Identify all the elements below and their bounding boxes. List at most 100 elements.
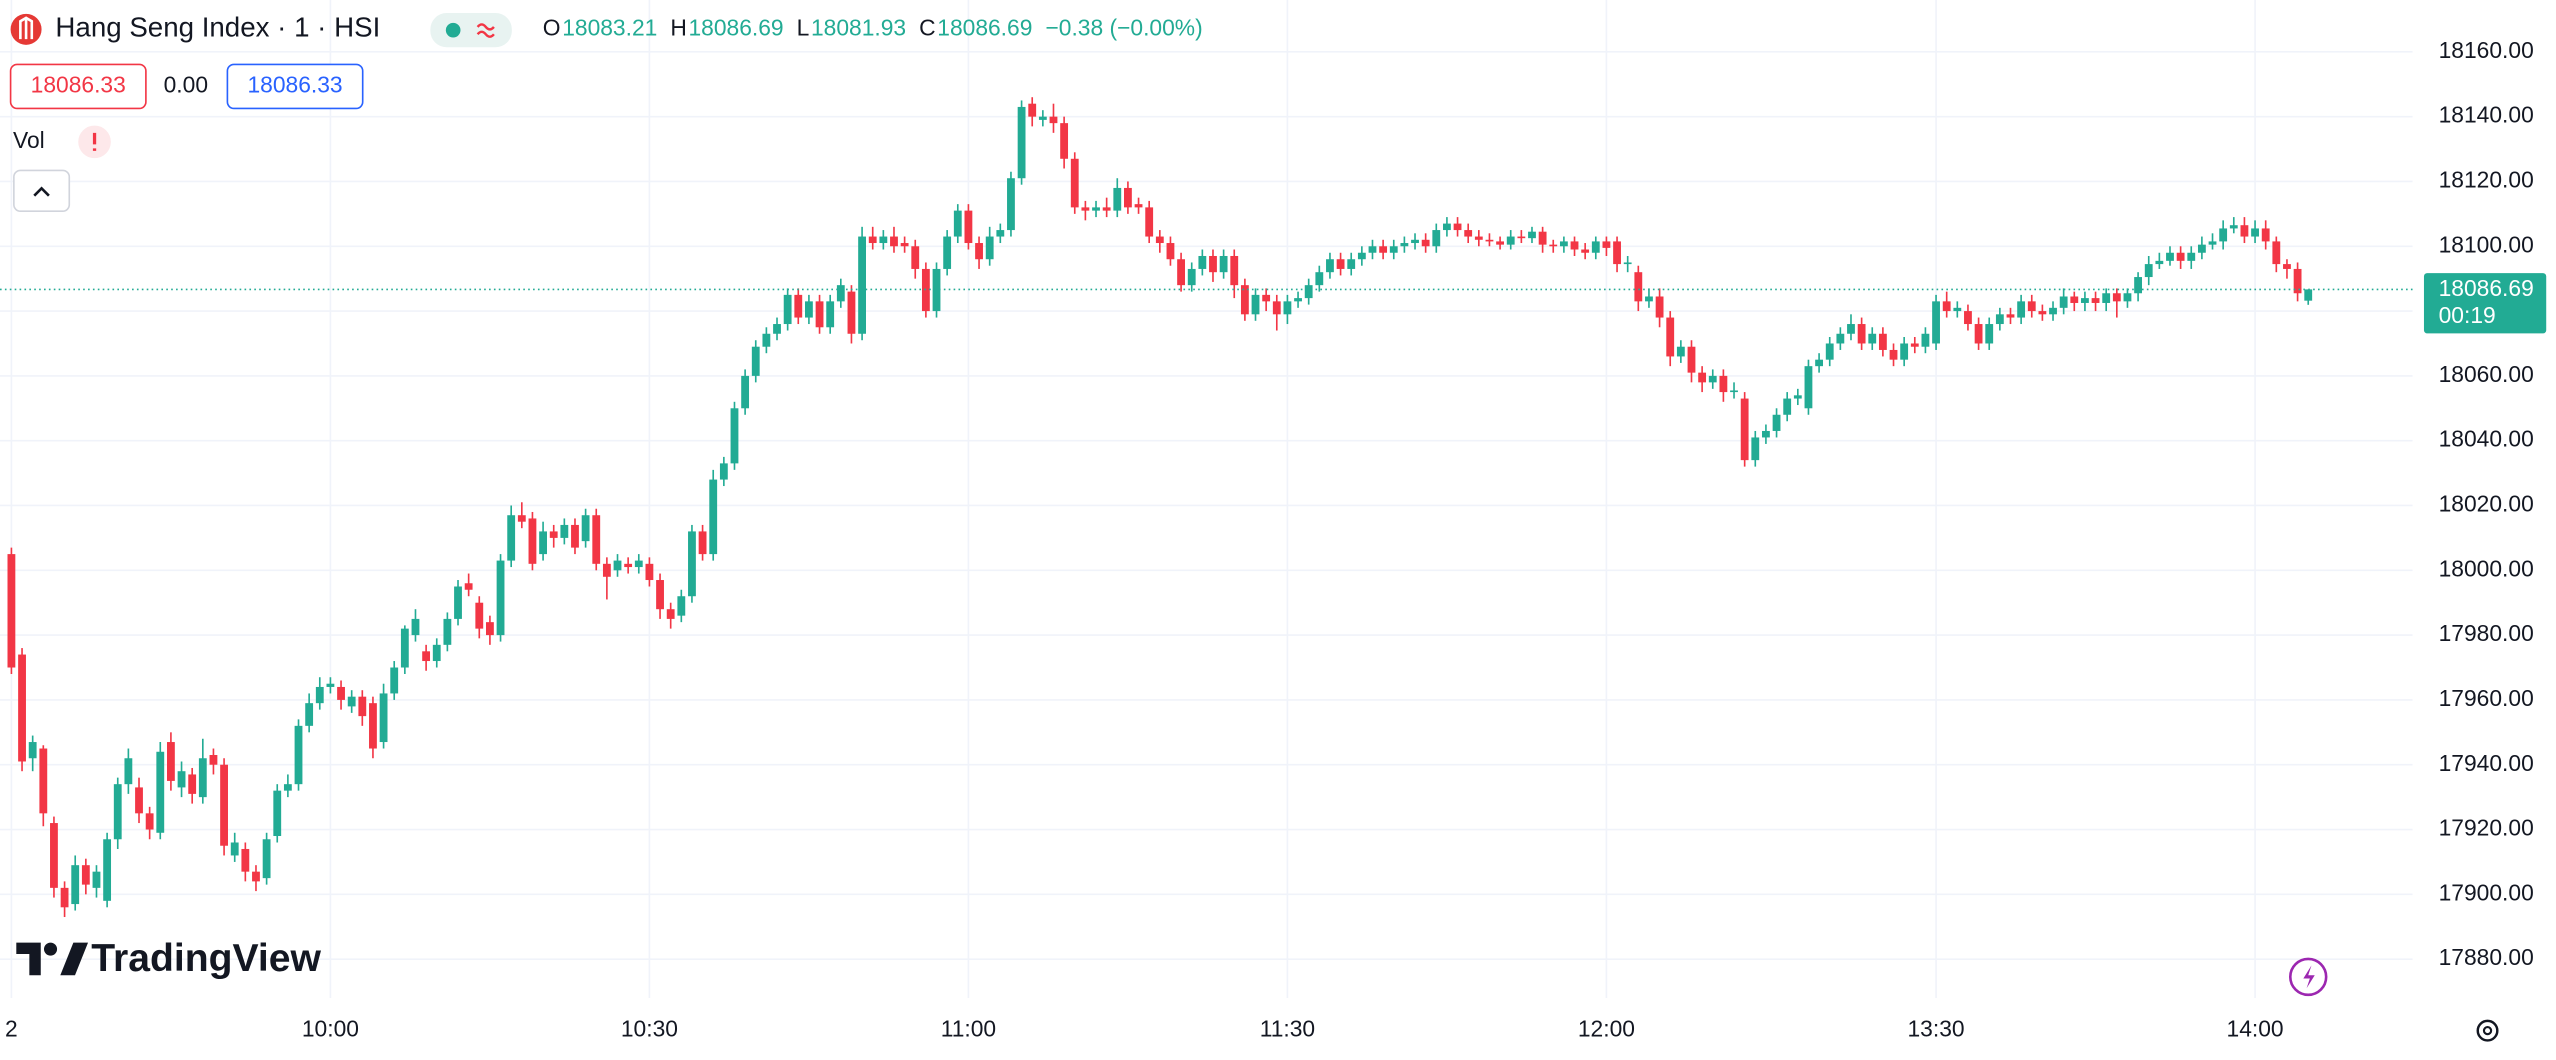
candle-body — [815, 301, 824, 328]
candle-body — [1645, 296, 1653, 302]
candle-body — [7, 554, 16, 668]
candle-body — [1474, 236, 1483, 240]
candle-body — [2049, 307, 2057, 315]
settings-button[interactable] — [2476, 1019, 2499, 1042]
y-tick-label: 18100.00 — [2439, 231, 2534, 257]
candle-body — [751, 346, 760, 376]
candle-body — [2070, 296, 2079, 303]
candle-body — [698, 531, 707, 555]
candle-body — [2081, 298, 2089, 303]
candle-body — [432, 644, 441, 662]
plot-layer — [0, 97, 2413, 918]
candle-body — [1613, 241, 1621, 265]
candle-body — [358, 696, 367, 717]
candle-body — [1964, 311, 1972, 325]
lightning-glyph — [2303, 965, 2315, 989]
candle-body — [1177, 259, 1185, 286]
candle-body — [2197, 244, 2206, 253]
candle-body — [1687, 346, 1696, 373]
candle-body — [315, 686, 324, 704]
candle-body — [177, 771, 186, 788]
candle-body — [688, 531, 696, 597]
candle-body — [475, 602, 484, 629]
x-tick-label: 11:00 — [941, 1016, 996, 1042]
candle-body — [166, 742, 175, 781]
candle-body — [709, 479, 718, 555]
logo-mark-dot — [44, 942, 58, 956]
price-badge-countdown: 00:19 — [2439, 302, 2496, 328]
y-tick-label: 17960.00 — [2439, 685, 2534, 711]
candle-body — [1124, 187, 1132, 208]
candle-body — [1995, 314, 2004, 325]
candle-body — [1007, 178, 1015, 231]
candle-body — [613, 560, 622, 571]
candle-body — [868, 236, 877, 244]
candle-body — [1623, 262, 1632, 265]
candle-body — [1974, 324, 1983, 344]
candle-body — [1910, 343, 1919, 347]
ohlc-label: C — [919, 14, 935, 40]
candle-body — [1038, 116, 1047, 120]
candle-body — [2240, 225, 2249, 237]
candle-body — [1357, 252, 1366, 260]
candle-body — [645, 563, 654, 581]
ohlc-value: 18086.69 — [937, 14, 1032, 40]
candle-body — [975, 243, 983, 260]
candle-body — [1496, 241, 1504, 245]
candle-body — [730, 408, 739, 464]
status-pill[interactable] — [430, 13, 512, 48]
x-tick-label: 13:30 — [1908, 1016, 1965, 1042]
y-tick-label: 18060.00 — [2439, 361, 2534, 387]
collapse-chevron — [33, 186, 50, 197]
candle-body — [1134, 204, 1143, 208]
collapse-button[interactable] — [13, 169, 71, 212]
candle-body — [1315, 272, 1324, 286]
candle-body — [1538, 231, 1547, 245]
candle-body — [1060, 123, 1069, 159]
candle-body — [1857, 324, 1866, 344]
candle-body — [1698, 372, 1707, 383]
candle-body — [241, 848, 250, 872]
y-tick-label: 18160.00 — [2439, 37, 2534, 63]
candle-body — [1272, 301, 1281, 315]
candle-body — [1240, 285, 1249, 315]
candle-body — [1900, 343, 1909, 360]
candle-body — [1549, 244, 1558, 247]
candle-body — [1379, 246, 1388, 253]
candle-body — [283, 784, 292, 791]
candle-body — [1868, 333, 1877, 344]
y-tick-label: 18000.00 — [2439, 555, 2534, 581]
candle-body — [2017, 301, 2026, 318]
candle-body — [1581, 249, 1590, 253]
y-tick-label: 18020.00 — [2439, 491, 2534, 517]
candle-body — [28, 742, 37, 759]
candle-body — [2251, 228, 2259, 237]
candle-body — [560, 524, 569, 538]
logo-text: TradingView — [91, 937, 321, 980]
candle-body — [1730, 390, 1738, 393]
candle-body — [262, 839, 271, 879]
candle-body — [496, 560, 505, 636]
candle-body — [890, 236, 898, 247]
candle-body — [996, 230, 1005, 237]
candle-body — [602, 563, 611, 577]
candle-body — [1443, 223, 1451, 231]
candle-body — [486, 622, 494, 636]
price-badge — [2423, 273, 2547, 334]
candle-body — [1326, 259, 1334, 273]
ohlc-label: L — [797, 14, 810, 40]
candle-body — [581, 515, 590, 542]
candle-body — [124, 758, 133, 785]
candle-body — [964, 210, 973, 244]
candle-body — [826, 301, 835, 328]
bid-box[interactable] — [9, 63, 147, 110]
x-tick-label: 12:00 — [1578, 1016, 1635, 1042]
candle-body — [528, 518, 537, 564]
ask-box[interactable] — [226, 63, 364, 110]
candle-body — [273, 790, 282, 837]
candle-body — [1304, 285, 1313, 299]
candle-body — [1528, 231, 1536, 239]
candle-body — [230, 842, 239, 856]
overlay-layer: Hang Seng Index · 1 · HSI 18086.33 0.00 … — [9, 12, 2547, 1042]
